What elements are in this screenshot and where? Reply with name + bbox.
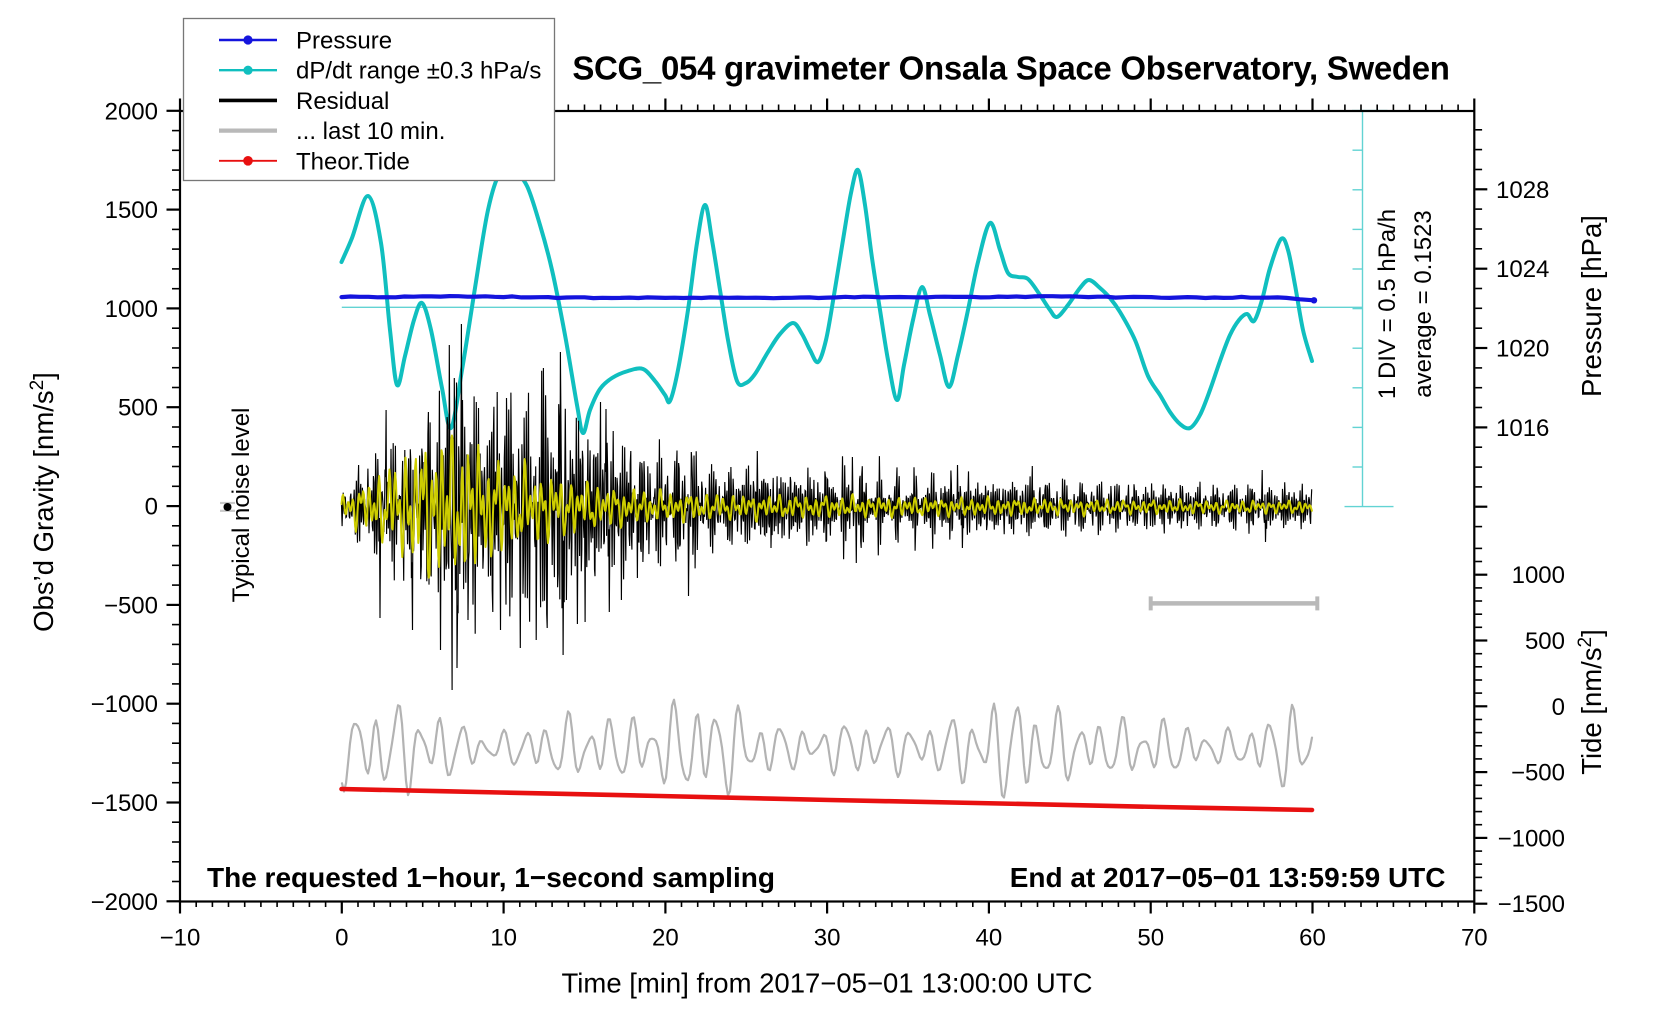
svg-text:−1000: −1000 [1498, 825, 1565, 852]
svg-text:500: 500 [118, 395, 158, 422]
svg-text:0: 0 [1552, 694, 1565, 721]
svg-text:Theor.Tide: Theor.Tide [296, 148, 410, 175]
svg-text:1024: 1024 [1496, 256, 1549, 283]
svg-text:Residual: Residual [296, 88, 389, 115]
svg-text:−1500: −1500 [1498, 891, 1565, 918]
svg-text:60: 60 [1299, 925, 1326, 952]
svg-text:Pressure: Pressure [296, 28, 392, 55]
svg-text:average = 0.1523: average = 0.1523 [1410, 210, 1437, 398]
svg-text:Typical noise level: Typical noise level [228, 408, 255, 603]
svg-text:−1500: −1500 [91, 790, 158, 817]
svg-text:0: 0 [145, 494, 158, 521]
svg-text:1020: 1020 [1496, 336, 1549, 363]
svg-text:1016: 1016 [1496, 415, 1549, 442]
svg-text:1500: 1500 [105, 197, 158, 224]
svg-text:Pressure [hPa]: Pressure [hPa] [1576, 215, 1607, 397]
svg-text:End at 2017−05−01 13:59:59 UTC: End at 2017−05−01 13:59:59 UTC [1010, 862, 1446, 893]
svg-text:−500: −500 [104, 592, 158, 619]
svg-text:Tide [nm/s2]: Tide [nm/s2] [1575, 629, 1607, 775]
svg-text:Time [min] from 2017−05−01 13:: Time [min] from 2017−05−01 13:00:00 UTC [562, 968, 1093, 999]
svg-text:0: 0 [335, 925, 348, 952]
svg-text:−10: −10 [160, 925, 201, 952]
svg-text:1 DIV = 0.5 hPa/h: 1 DIV = 0.5 hPa/h [1374, 209, 1401, 399]
svg-text:70: 70 [1461, 925, 1488, 952]
svg-text:10: 10 [490, 925, 517, 952]
svg-text:500: 500 [1525, 628, 1565, 655]
svg-text:dP/dt range ±0.3 hPa/s: dP/dt range ±0.3 hPa/s [296, 58, 541, 85]
svg-text:The requested 1−hour, 1−second: The requested 1−hour, 1−second sampling [207, 862, 775, 893]
svg-text:2000: 2000 [105, 98, 158, 125]
svg-text:−2000: −2000 [91, 889, 158, 916]
svg-text:50: 50 [1137, 925, 1164, 952]
svg-text:SCG_054 gravimeter Onsala Spac: SCG_054 gravimeter Onsala Space Observat… [572, 50, 1449, 87]
svg-text:40: 40 [976, 925, 1003, 952]
svg-text:−500: −500 [1511, 760, 1565, 787]
svg-text:1028: 1028 [1496, 177, 1549, 204]
svg-text:1000: 1000 [105, 296, 158, 323]
svg-text:20: 20 [652, 925, 679, 952]
svg-text:−1000: −1000 [91, 691, 158, 718]
svg-text:... last 10 min.: ... last 10 min. [296, 118, 445, 145]
svg-text:30: 30 [814, 925, 841, 952]
svg-text:1000: 1000 [1512, 562, 1565, 589]
svg-text:Obs’d Gravity [nm/s2]: Obs’d Gravity [nm/s2] [27, 372, 59, 632]
